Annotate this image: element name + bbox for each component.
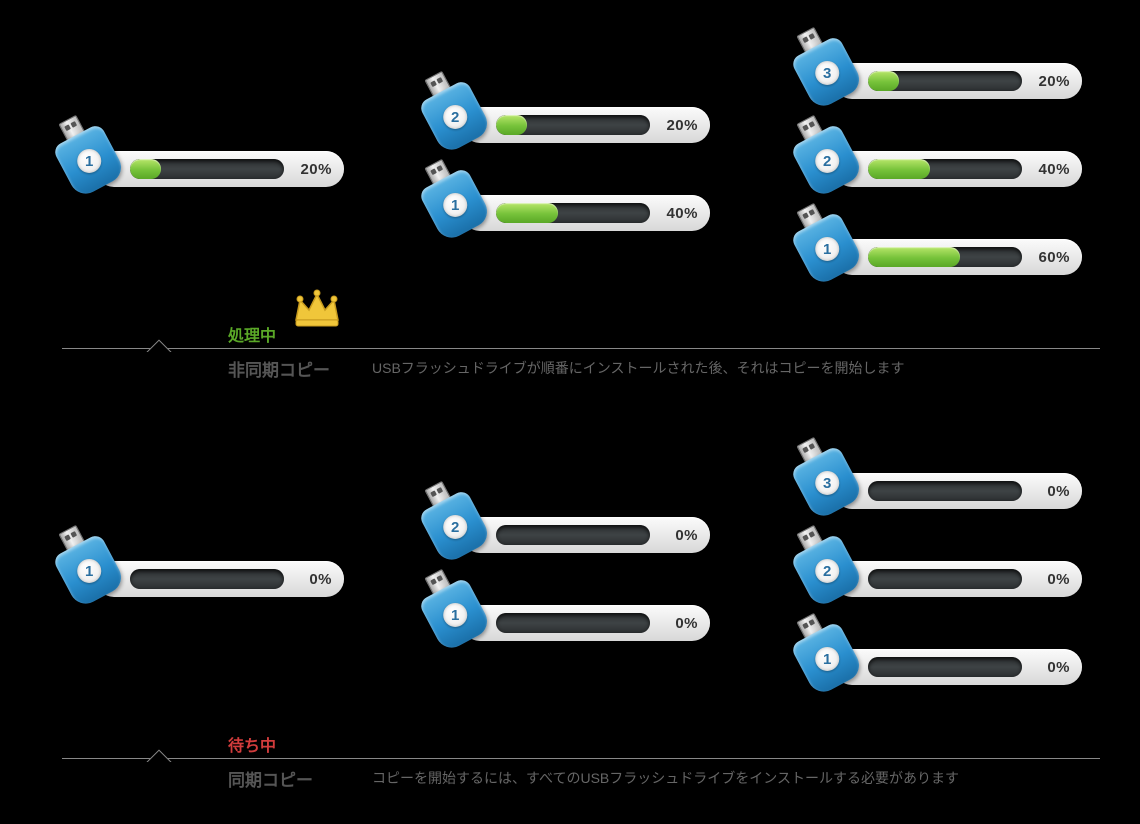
async-divider: 処理中 非同期コピー USBフラッシュドライブが順番にインストールされた後、それ…: [0, 320, 1140, 378]
progress-percent: 20%: [284, 161, 336, 178]
usb-progress-item: 0% 1: [452, 599, 712, 649]
section-title-sync: 同期コピー: [228, 766, 313, 791]
status-label-waiting: 待ち中: [228, 732, 276, 756]
divider-line: [62, 758, 1100, 759]
async-columns: 20% 1 20% 2 40% 1 2: [0, 20, 1140, 320]
section-async: 20% 1 20% 2 40% 1 2: [0, 20, 1140, 378]
async-col-1: 20% 2 40% 1: [452, 20, 712, 320]
sync-col-0: 0% 1: [86, 430, 346, 730]
section-desc-async: USBフラッシュドライブが順番にインストールされた後、それはコピーを開始します: [372, 358, 1080, 379]
usb-progress-item: 0% 2: [824, 555, 1084, 605]
divider-line: [62, 348, 1100, 349]
section-desc-sync: コピーを開始するには、すべてのUSBフラッシュドライブをインストールする必要があ…: [372, 768, 1080, 789]
sync-col-2: 0% 3 0% 2 0% 1: [824, 430, 1084, 730]
usb-progress-item: 20% 2: [452, 101, 712, 151]
status-label-processing: 処理中: [228, 322, 276, 346]
usb-progress-item: 0% 1: [86, 555, 346, 605]
sync-columns: 0% 1 0% 2 0% 1 0% 3 0% 2 0%: [0, 430, 1140, 730]
progress-percent: 20%: [650, 117, 702, 134]
usb-progress-item: 0% 1: [824, 643, 1084, 693]
async-col-0: 20% 1: [86, 20, 346, 320]
progress-shell: 20%: [462, 107, 710, 143]
usb-progress-item: 20% 3: [824, 57, 1084, 107]
progress-track: [130, 159, 284, 179]
usb-progress-item: 0% 2: [452, 511, 712, 561]
usb-progress-item: 20% 1: [86, 145, 346, 195]
divider-notch: [144, 748, 172, 762]
divider-notch: [144, 338, 172, 352]
sync-col-1: 0% 2 0% 1: [452, 430, 712, 730]
progress-shell: 20%: [96, 151, 344, 187]
crown-icon: [292, 288, 342, 330]
usb-progress-item: 60% 1: [824, 233, 1084, 283]
usb-number: 1: [77, 149, 101, 173]
usb-progress-item: 40% 1: [452, 189, 712, 239]
usb-progress-item: 0% 3: [824, 467, 1084, 517]
usb-progress-item: 40% 2: [824, 145, 1084, 195]
section-title-async: 非同期コピー: [228, 356, 330, 381]
sync-divider: 待ち中 同期コピー コピーを開始するには、すべてのUSBフラッシュドライブをイン…: [0, 730, 1140, 788]
async-col-2: 20% 3 40% 2 60% 1: [824, 20, 1084, 320]
section-sync: 0% 1 0% 2 0% 1 0% 3 0% 2 0%: [0, 430, 1140, 788]
progress-fill: [130, 159, 161, 179]
